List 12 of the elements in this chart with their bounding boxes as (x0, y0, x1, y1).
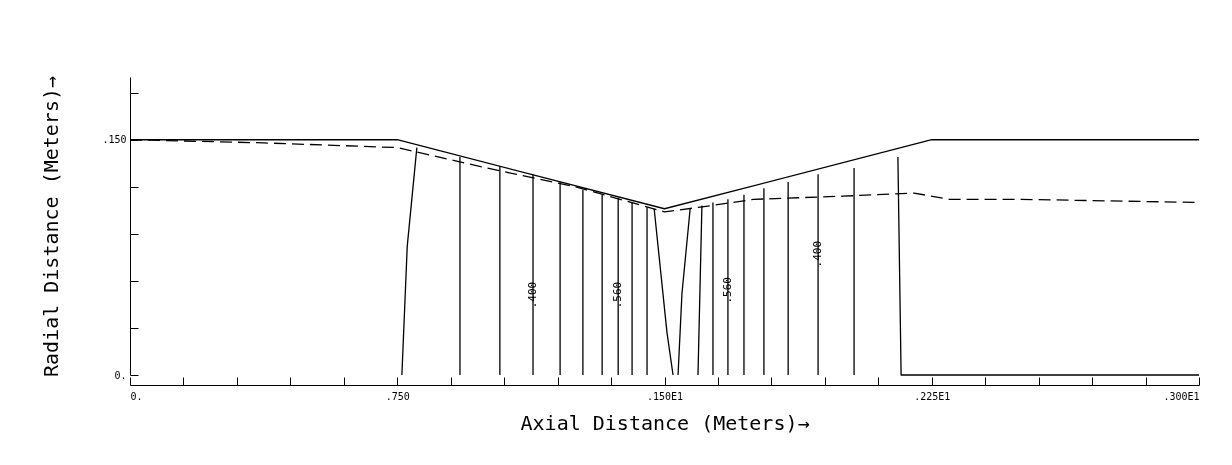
x-tick-label: .300E1 (1163, 390, 1200, 402)
y-tick-label: .150 (102, 134, 127, 146)
y-axis-title: Radial Distance (Meters)→ (39, 75, 64, 378)
annotation: .400 (526, 281, 540, 309)
x-tick-label: 0. (130, 390, 143, 402)
x-axis-title: Axial Distance (Meters)→ (520, 410, 810, 435)
x-tick-label: .750 (385, 390, 410, 402)
x-tick-label: .225E1 (914, 390, 951, 402)
annotation: .400 (811, 240, 825, 268)
x-tick-label: .150E1 (646, 390, 684, 402)
annotation: .560 (611, 281, 625, 309)
annotation: .560 (720, 277, 734, 304)
